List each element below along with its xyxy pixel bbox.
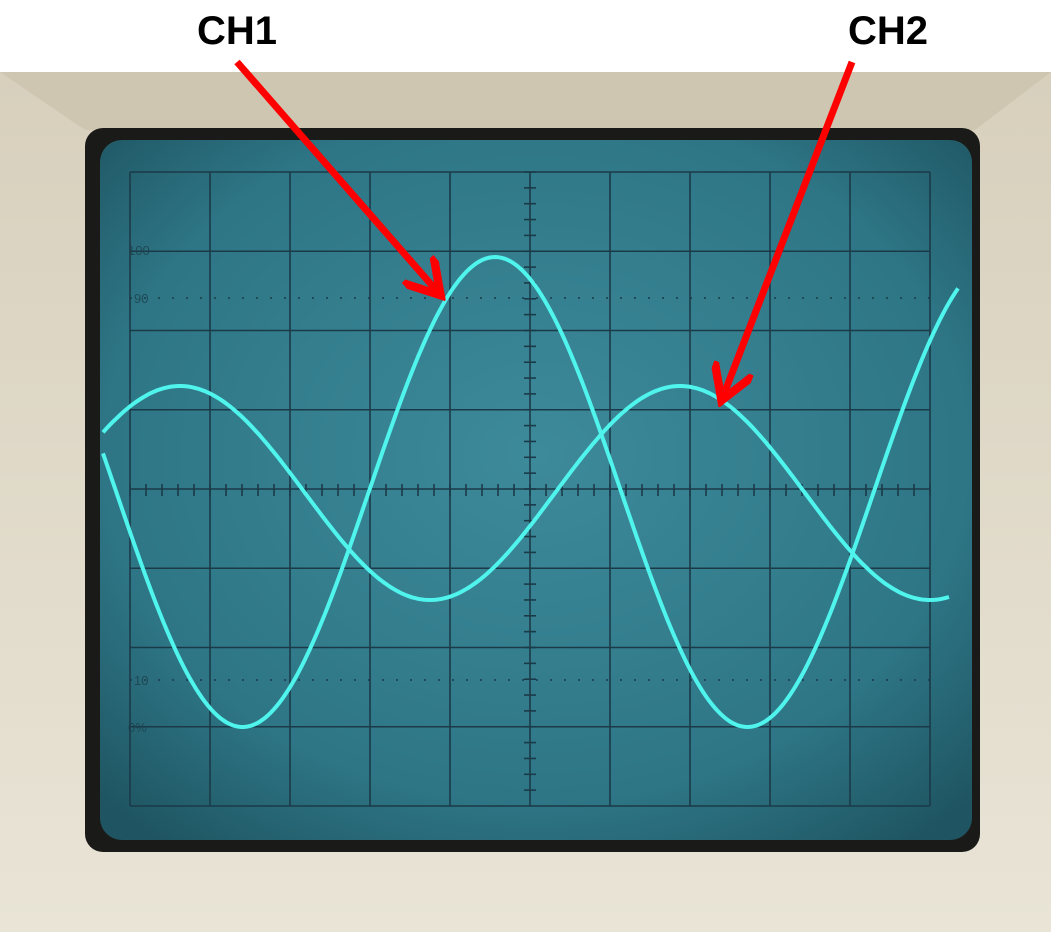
graticule-label: 0% (128, 720, 147, 735)
graticule-label: 90 (134, 291, 148, 306)
graticule (129, 171, 931, 807)
ch1-arrow (234, 59, 436, 290)
graticule-label: 10 (134, 673, 148, 688)
ch2-label: CH2 (848, 9, 928, 53)
screen (100, 140, 972, 840)
bezel-top (0, 72, 1051, 130)
ch1-trace (101, 254, 960, 730)
graticule-label: 100 (128, 243, 150, 258)
ch2-arrow (724, 60, 856, 394)
ch1-label: CH1 (197, 9, 277, 53)
ch2-trace (101, 384, 950, 603)
